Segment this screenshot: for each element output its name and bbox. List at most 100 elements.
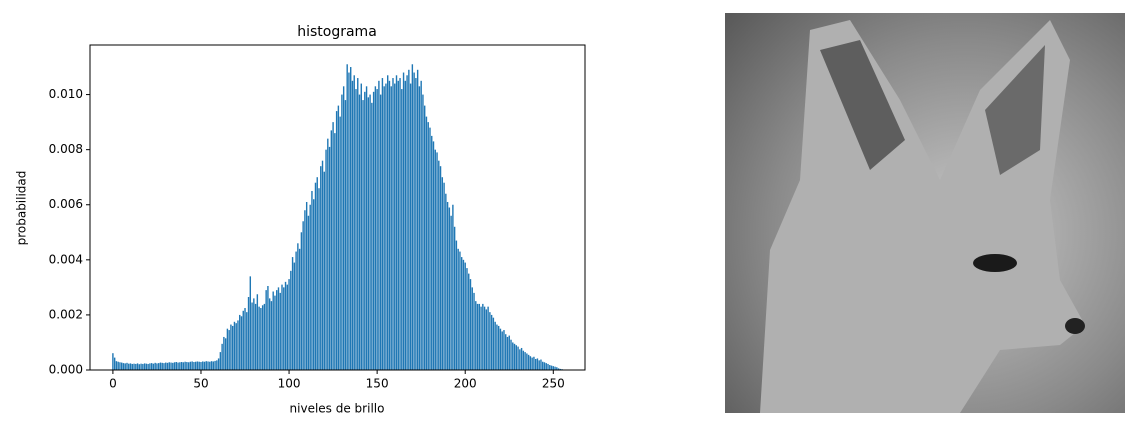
bar: [284, 281, 287, 370]
bar: [321, 160, 324, 370]
bar: [496, 324, 498, 370]
bar: [228, 330, 230, 370]
bar: [272, 291, 274, 370]
bar: [480, 306, 482, 370]
bar: [416, 69, 419, 370]
bar: [427, 122, 429, 370]
bar: [235, 323, 237, 370]
bar: [503, 330, 505, 370]
bar: [279, 292, 281, 370]
bar: [128, 363, 130, 370]
bar: [392, 78, 394, 371]
bar: [121, 362, 123, 370]
bar: [122, 363, 125, 370]
bar: [476, 303, 479, 370]
bar: [233, 321, 236, 370]
bar: [378, 80, 380, 370]
bar: [344, 100, 347, 370]
bar: [350, 67, 352, 370]
bar: [542, 361, 544, 370]
bar: [399, 78, 401, 371]
bar: [242, 310, 244, 370]
bar: [191, 361, 193, 370]
bar: [455, 240, 458, 370]
bar: [297, 243, 299, 370]
bar: [145, 363, 148, 370]
bar: [261, 305, 264, 370]
bar: [339, 116, 341, 370]
bar: [260, 308, 262, 370]
bar: [408, 69, 410, 370]
bar: [212, 361, 215, 370]
bar: [552, 366, 554, 370]
bar: [133, 363, 135, 370]
x-tick-label: 150: [366, 377, 389, 391]
bar: [166, 362, 169, 370]
bar: [293, 262, 296, 370]
bar: [202, 361, 204, 370]
bar: [117, 361, 119, 370]
bar: [497, 325, 500, 370]
bar: [506, 336, 509, 370]
bar: [189, 361, 192, 370]
bar: [527, 354, 530, 370]
bar: [395, 75, 398, 371]
bar: [173, 362, 176, 370]
bar: [508, 335, 510, 370]
bar: [367, 97, 370, 370]
bar: [205, 361, 207, 370]
bar: [313, 199, 315, 370]
bar: [314, 182, 317, 370]
bar: [471, 287, 473, 370]
bar: [152, 363, 155, 370]
bar: [305, 201, 308, 370]
bar: [466, 268, 468, 370]
bar: [510, 339, 512, 370]
bar: [276, 290, 278, 370]
bar: [244, 308, 246, 370]
bar: [406, 75, 408, 371]
bar: [251, 302, 253, 370]
bar: [388, 80, 391, 370]
x-tick-label: 50: [193, 377, 208, 391]
bar: [517, 346, 519, 370]
bar: [371, 102, 373, 370]
bar: [358, 94, 361, 371]
bar: [184, 361, 186, 370]
bar: [288, 279, 290, 370]
bar: [258, 306, 260, 370]
bar: [115, 361, 118, 370]
bar: [547, 363, 549, 370]
bar: [186, 362, 188, 370]
bar: [179, 362, 181, 370]
y-axis-label: probabilidad: [15, 171, 29, 246]
bar: [441, 177, 444, 370]
bar: [159, 362, 162, 370]
bar: [119, 362, 121, 370]
bar: [267, 285, 269, 370]
x-axis-label: niveles de brillo: [290, 402, 385, 416]
bar: [494, 321, 496, 370]
bar: [394, 83, 396, 370]
bar: [316, 177, 318, 370]
bar: [136, 363, 139, 370]
bar: [556, 367, 558, 370]
bar: [161, 362, 163, 370]
bar: [270, 301, 273, 370]
x-tick-label: 200: [454, 377, 477, 391]
bar: [187, 362, 190, 370]
bar: [175, 362, 178, 370]
y-tick-label: 0.004: [49, 252, 83, 266]
bar: [182, 362, 185, 370]
bar: [334, 133, 336, 370]
bar: [163, 363, 165, 370]
bar: [318, 188, 320, 370]
bar: [223, 336, 225, 370]
bar: [526, 353, 528, 370]
bar: [265, 290, 267, 370]
bar: [346, 64, 348, 370]
bar: [150, 363, 153, 370]
bar: [263, 303, 266, 370]
bar: [490, 314, 493, 370]
bar: [207, 361, 209, 370]
